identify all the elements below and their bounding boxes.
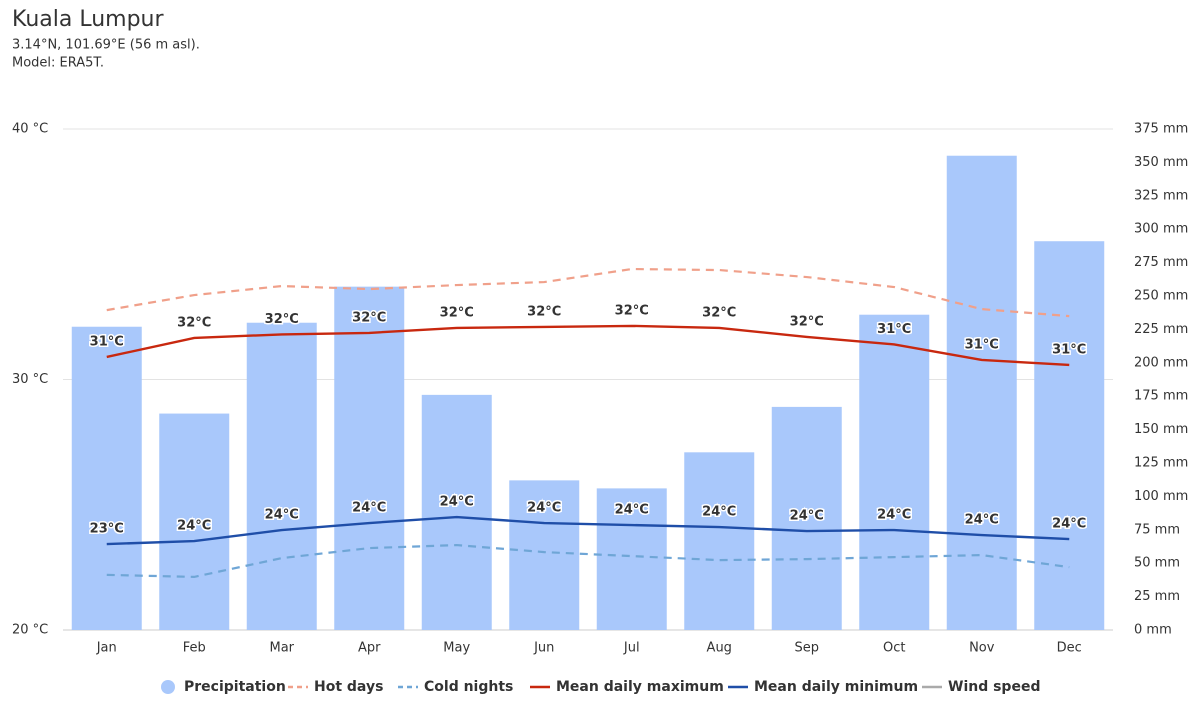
x-tick-label: Feb xyxy=(183,641,206,656)
data-label: 24°C xyxy=(702,505,736,520)
x-tick-label: Sep xyxy=(794,641,819,656)
bar xyxy=(246,322,317,630)
y2-tick-label: 275 mm xyxy=(1134,255,1188,270)
y2-tick-label: 0 mm xyxy=(1134,623,1172,638)
y2-tick-label: 300 mm xyxy=(1134,222,1188,237)
data-label: 24°C xyxy=(352,501,386,516)
y2-tick-label: 125 mm xyxy=(1134,456,1188,471)
line xyxy=(106,543,1070,578)
y2-tick-label: 175 mm xyxy=(1134,389,1188,404)
bar xyxy=(946,155,1017,630)
data-label: 24°C xyxy=(615,503,649,518)
y-tick-label: 30 °C xyxy=(12,372,48,387)
subtitle: 3.14°N, 101.69°E (56 m asl). xyxy=(12,38,200,53)
data-label: 24°C xyxy=(877,508,911,523)
data-label: 24°C xyxy=(965,513,999,528)
data-label: 32°C xyxy=(265,312,299,327)
legend-label: Mean daily maximum xyxy=(556,679,724,695)
y2-tick-label: 350 mm xyxy=(1134,155,1188,170)
data-label: 24°C xyxy=(177,519,211,534)
data-label: 32°C xyxy=(177,315,211,330)
x-tick-label: Nov xyxy=(969,641,995,656)
data-label: 31°C xyxy=(877,322,911,337)
data-label: 31°C xyxy=(1052,342,1086,357)
data-label: 32°C xyxy=(440,305,474,320)
bar xyxy=(509,480,580,630)
x-tick-label: Jan xyxy=(96,641,117,656)
bar xyxy=(334,286,405,630)
bar xyxy=(71,326,142,630)
y2-tick-label: 150 mm xyxy=(1134,422,1188,437)
data-label: 31°C xyxy=(965,337,999,352)
y2-tick-label: 325 mm xyxy=(1134,188,1188,203)
data-label: 24°C xyxy=(527,501,561,516)
y2-tick-label: 250 mm xyxy=(1134,289,1188,304)
bar xyxy=(771,406,842,630)
data-label: 32°C xyxy=(527,304,561,319)
data-label: 24°C xyxy=(440,495,474,510)
x-tick-label: Mar xyxy=(269,641,294,656)
y2-tick-label: 200 mm xyxy=(1134,355,1188,370)
line xyxy=(106,267,1070,318)
data-label: 32°C xyxy=(790,314,824,329)
data-label: 32°C xyxy=(702,305,736,320)
data-label: 31°C xyxy=(90,334,124,349)
data-label: 24°C xyxy=(265,508,299,523)
y2-tick-label: 375 mm xyxy=(1134,122,1188,137)
bar xyxy=(421,394,492,630)
x-tick-label: May xyxy=(443,641,470,656)
line xyxy=(106,324,1070,367)
y2-tick-label: 25 mm xyxy=(1134,589,1180,604)
legend-label: Mean daily minimum xyxy=(754,679,918,695)
data-label: 24°C xyxy=(1052,517,1086,532)
bar xyxy=(1034,241,1105,630)
y-tick-label: 20 °C xyxy=(12,623,48,638)
x-tick-label: Apr xyxy=(358,641,381,656)
y2-tick-label: 50 mm xyxy=(1134,556,1180,571)
y2-tick-label: 225 mm xyxy=(1134,322,1188,337)
bar xyxy=(596,488,667,630)
data-label: 24°C xyxy=(790,509,824,524)
legend-label: Wind speed xyxy=(948,679,1040,695)
x-tick-label: Dec xyxy=(1057,641,1082,656)
legend-label: Hot days xyxy=(314,679,383,695)
legend-marker xyxy=(161,680,175,694)
x-tick-label: Aug xyxy=(707,641,732,656)
y-tick-label: 40 °C xyxy=(12,122,48,137)
x-tick-label: Oct xyxy=(883,641,905,656)
bar xyxy=(684,452,755,630)
legend-label: Precipitation xyxy=(184,679,286,695)
y2-tick-label: 75 mm xyxy=(1134,522,1180,537)
data-label: 32°C xyxy=(352,310,386,325)
legend-label: Cold nights xyxy=(424,679,513,695)
chart-title: Kuala Lumpur xyxy=(12,7,164,32)
bar xyxy=(159,413,230,630)
y2-tick-label: 100 mm xyxy=(1134,489,1188,504)
line xyxy=(106,515,1070,546)
bar xyxy=(859,314,930,630)
data-label: 32°C xyxy=(615,303,649,318)
subtitle: Model: ERA5T. xyxy=(12,56,104,71)
x-tick-label: Jun xyxy=(533,641,554,656)
data-label: 23°C xyxy=(90,522,124,537)
x-tick-label: Jul xyxy=(623,641,640,656)
